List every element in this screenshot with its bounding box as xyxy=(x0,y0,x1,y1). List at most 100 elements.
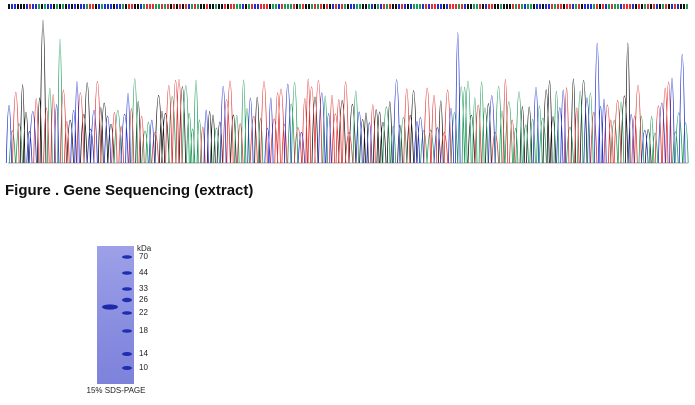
base-call xyxy=(266,4,268,9)
base-call xyxy=(119,4,121,9)
base-call xyxy=(608,4,610,9)
trace xyxy=(9,39,689,164)
base-call xyxy=(290,4,292,9)
base-call xyxy=(134,4,136,9)
base-call xyxy=(680,4,682,9)
base-call xyxy=(263,4,265,9)
base-call xyxy=(632,4,634,9)
base-call xyxy=(326,4,328,9)
base-call xyxy=(371,4,373,9)
base-call xyxy=(41,4,43,9)
base-call xyxy=(572,4,574,9)
base-call xyxy=(155,4,157,9)
marker-label: 18 xyxy=(139,326,148,335)
base-call xyxy=(197,4,199,9)
base-call xyxy=(125,4,127,9)
base-call xyxy=(83,4,85,9)
marker-label: 44 xyxy=(139,268,148,277)
base-call xyxy=(116,4,118,9)
base-call xyxy=(38,4,40,9)
base-call xyxy=(386,4,388,9)
base-call xyxy=(92,4,94,9)
base-call xyxy=(317,4,319,9)
base-call xyxy=(683,4,685,9)
base-call xyxy=(50,4,52,9)
base-call xyxy=(347,4,349,9)
base-call xyxy=(530,4,532,9)
base-call xyxy=(491,4,493,9)
base-call xyxy=(284,4,286,9)
base-call xyxy=(152,4,154,9)
base-call xyxy=(182,4,184,9)
base-call xyxy=(287,4,289,9)
base-call xyxy=(581,4,583,9)
marker-band xyxy=(122,366,132,370)
base-call xyxy=(662,4,664,9)
base-call xyxy=(656,4,658,9)
marker-label: 70 xyxy=(139,252,148,261)
base-call xyxy=(590,4,592,9)
base-call xyxy=(455,4,457,9)
base-call xyxy=(380,4,382,9)
base-call xyxy=(464,4,466,9)
base-call xyxy=(257,4,259,9)
base-call xyxy=(275,4,277,9)
base-call xyxy=(89,4,91,9)
base-call xyxy=(614,4,616,9)
base-call xyxy=(506,4,508,9)
marker-label: 10 xyxy=(139,363,148,372)
base-call xyxy=(281,4,283,9)
base-call xyxy=(314,4,316,9)
base-call xyxy=(179,4,181,9)
base-call xyxy=(137,4,139,9)
base-call xyxy=(473,4,475,9)
base-call xyxy=(158,4,160,9)
figure-caption: Figure . Gene Sequencing (extract) xyxy=(5,182,253,199)
base-call xyxy=(515,4,517,9)
base-call xyxy=(164,4,166,9)
base-call xyxy=(29,4,31,9)
base-call xyxy=(458,4,460,9)
base-call xyxy=(509,4,511,9)
marker-label: 22 xyxy=(139,308,148,317)
marker-label: 33 xyxy=(139,284,148,293)
marker-bands xyxy=(122,255,132,370)
base-call xyxy=(128,4,130,9)
base-call xyxy=(467,4,469,9)
base-call xyxy=(26,4,28,9)
base-call xyxy=(11,4,13,9)
base-call xyxy=(566,4,568,9)
base-call xyxy=(353,4,355,9)
base-call xyxy=(395,4,397,9)
base-call xyxy=(560,4,562,9)
base-call xyxy=(431,4,433,9)
base-call xyxy=(215,4,217,9)
gel: kDa 70 44 33 26 22 18 14 10 15% SDS-PAGE xyxy=(87,244,152,395)
base-call xyxy=(626,4,628,9)
base-call xyxy=(269,4,271,9)
base-call xyxy=(644,4,646,9)
base-call xyxy=(278,4,280,9)
marker-label: 14 xyxy=(139,349,148,358)
base-call xyxy=(500,4,502,9)
base-call xyxy=(497,4,499,9)
base-call xyxy=(356,4,358,9)
base-call xyxy=(101,4,103,9)
gel-caption: 15% SDS-PAGE xyxy=(87,386,146,395)
base-call xyxy=(332,4,334,9)
base-call xyxy=(413,4,415,9)
base-call xyxy=(452,4,454,9)
base-call xyxy=(239,4,241,9)
base-call xyxy=(578,4,580,9)
base-call xyxy=(56,4,58,9)
base-call xyxy=(80,4,82,9)
base-call xyxy=(410,4,412,9)
base-call xyxy=(674,4,676,9)
base-call xyxy=(686,4,688,9)
base-call xyxy=(221,4,223,9)
base-call xyxy=(557,4,559,9)
base-call xyxy=(668,4,670,9)
base-call xyxy=(407,4,409,9)
base-call xyxy=(212,4,214,9)
base-call xyxy=(98,4,100,9)
